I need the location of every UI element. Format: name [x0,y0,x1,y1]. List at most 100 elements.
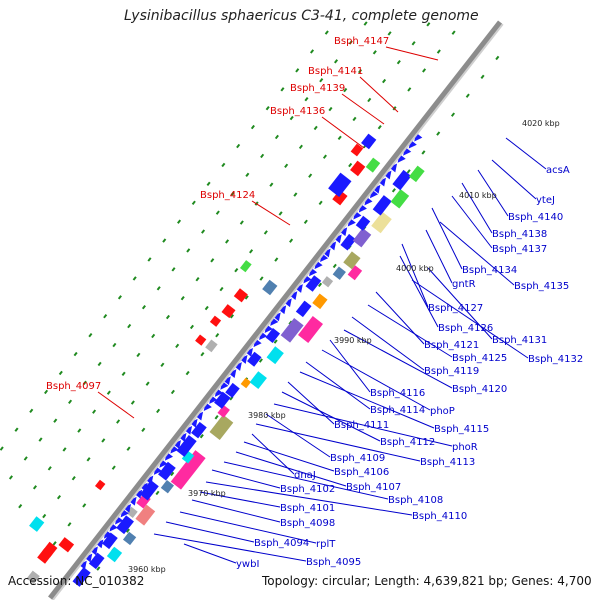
track-tick [111,465,116,470]
gene-label: Bsph_4106 [334,467,389,478]
track-tick [258,358,263,363]
gene-feature [262,279,278,296]
gene-arrow [228,369,237,379]
track-tick [130,400,135,405]
gene-label: Bsph_4112 [380,437,435,448]
track-tick [32,485,37,490]
gene-label: Bsph_4131 [492,335,547,346]
track-tick [112,342,117,348]
track-tick [236,143,241,149]
label-leader [251,200,291,226]
track-tick [407,87,412,92]
track-tick [155,490,160,496]
track-tick [180,295,185,301]
gene-label: Bsph_4108 [388,495,443,506]
track-tick [358,69,363,74]
label-leader [343,329,453,389]
track-tick [175,343,180,349]
track-tick [86,457,91,462]
track-tick [215,210,220,215]
gene-feature [328,172,352,197]
track-tick [334,59,339,64]
gene-label: Bsph_4135 [514,281,569,292]
track-tick [304,96,309,102]
gene-arrow [145,475,154,485]
gene-feature [332,266,346,280]
track-tick [332,263,337,269]
track-tick [200,351,205,357]
gene-label: Bsph_4141 [308,66,363,77]
track-tick [328,106,333,112]
gene-arrow [333,234,342,244]
gene-label: Bsph_4124 [200,190,255,201]
gene-arrow [172,440,181,449]
label-leader [505,137,547,170]
track-tick [126,446,131,451]
gene-feature [321,276,334,288]
gene-features [26,132,425,587]
gene-feature [170,450,206,490]
label-leader [305,361,371,410]
gene-feature [408,165,425,183]
track-tick [62,447,67,452]
label-leader [431,207,463,270]
gene-arrow [272,312,281,322]
gene-feature [26,570,40,585]
genome-summary-text: Topology: circular; Length: 4,639,821 bp… [262,574,592,588]
gene-arrow [78,560,87,570]
gene-feature [176,434,197,457]
label-leader [265,413,331,458]
track-tick [421,150,426,155]
gene-label: phoR [452,442,478,453]
gene-arrow [372,184,381,194]
track-tick [165,314,170,320]
label-leader [359,76,399,113]
label-leader [321,349,431,411]
label-leader [281,391,381,442]
gene-feature [209,315,222,327]
track-tick [244,295,249,300]
gene-feature [372,195,392,216]
track-tick [96,566,101,571]
track-tick [259,276,264,281]
track-tick [116,419,121,424]
track-tick [249,249,254,254]
track-tick [221,162,226,168]
track-tick [125,528,130,533]
genome-backbone [48,20,504,600]
label-leader [321,116,365,149]
track-tick [88,332,93,338]
gene-feature [390,189,410,209]
gene-feature [94,479,106,491]
gene-feature [181,450,195,464]
track-tick [171,267,176,272]
track-tick [265,106,270,111]
track-tick [309,49,315,54]
gene-feature [332,189,348,206]
track-tick [42,513,47,519]
label-leader [255,423,421,462]
track-tick [303,219,308,224]
track-tick [58,370,63,376]
track-tick [234,268,239,273]
gene-label: gntR [452,279,476,290]
track-tick [214,415,219,420]
label-leader [451,195,493,249]
gene-arrow [283,298,292,308]
track-tick [71,476,76,481]
track-tick [289,115,294,121]
track-tick [103,314,108,319]
track-tick [269,182,274,187]
track-tick [170,471,175,477]
backbone-line [48,20,502,600]
track-tick [82,380,87,386]
gene-feature [347,265,363,281]
track-tick [260,153,265,159]
track-tick [68,399,73,404]
gene-label: Bsph_4095 [306,557,361,568]
scale-label: 3980 kbp [248,411,286,420]
track-tick [343,87,348,93]
gene-label: Bsph_4101 [280,503,335,514]
accession-text: Accession: NC_010382 [8,574,145,588]
track-tick [145,381,150,386]
